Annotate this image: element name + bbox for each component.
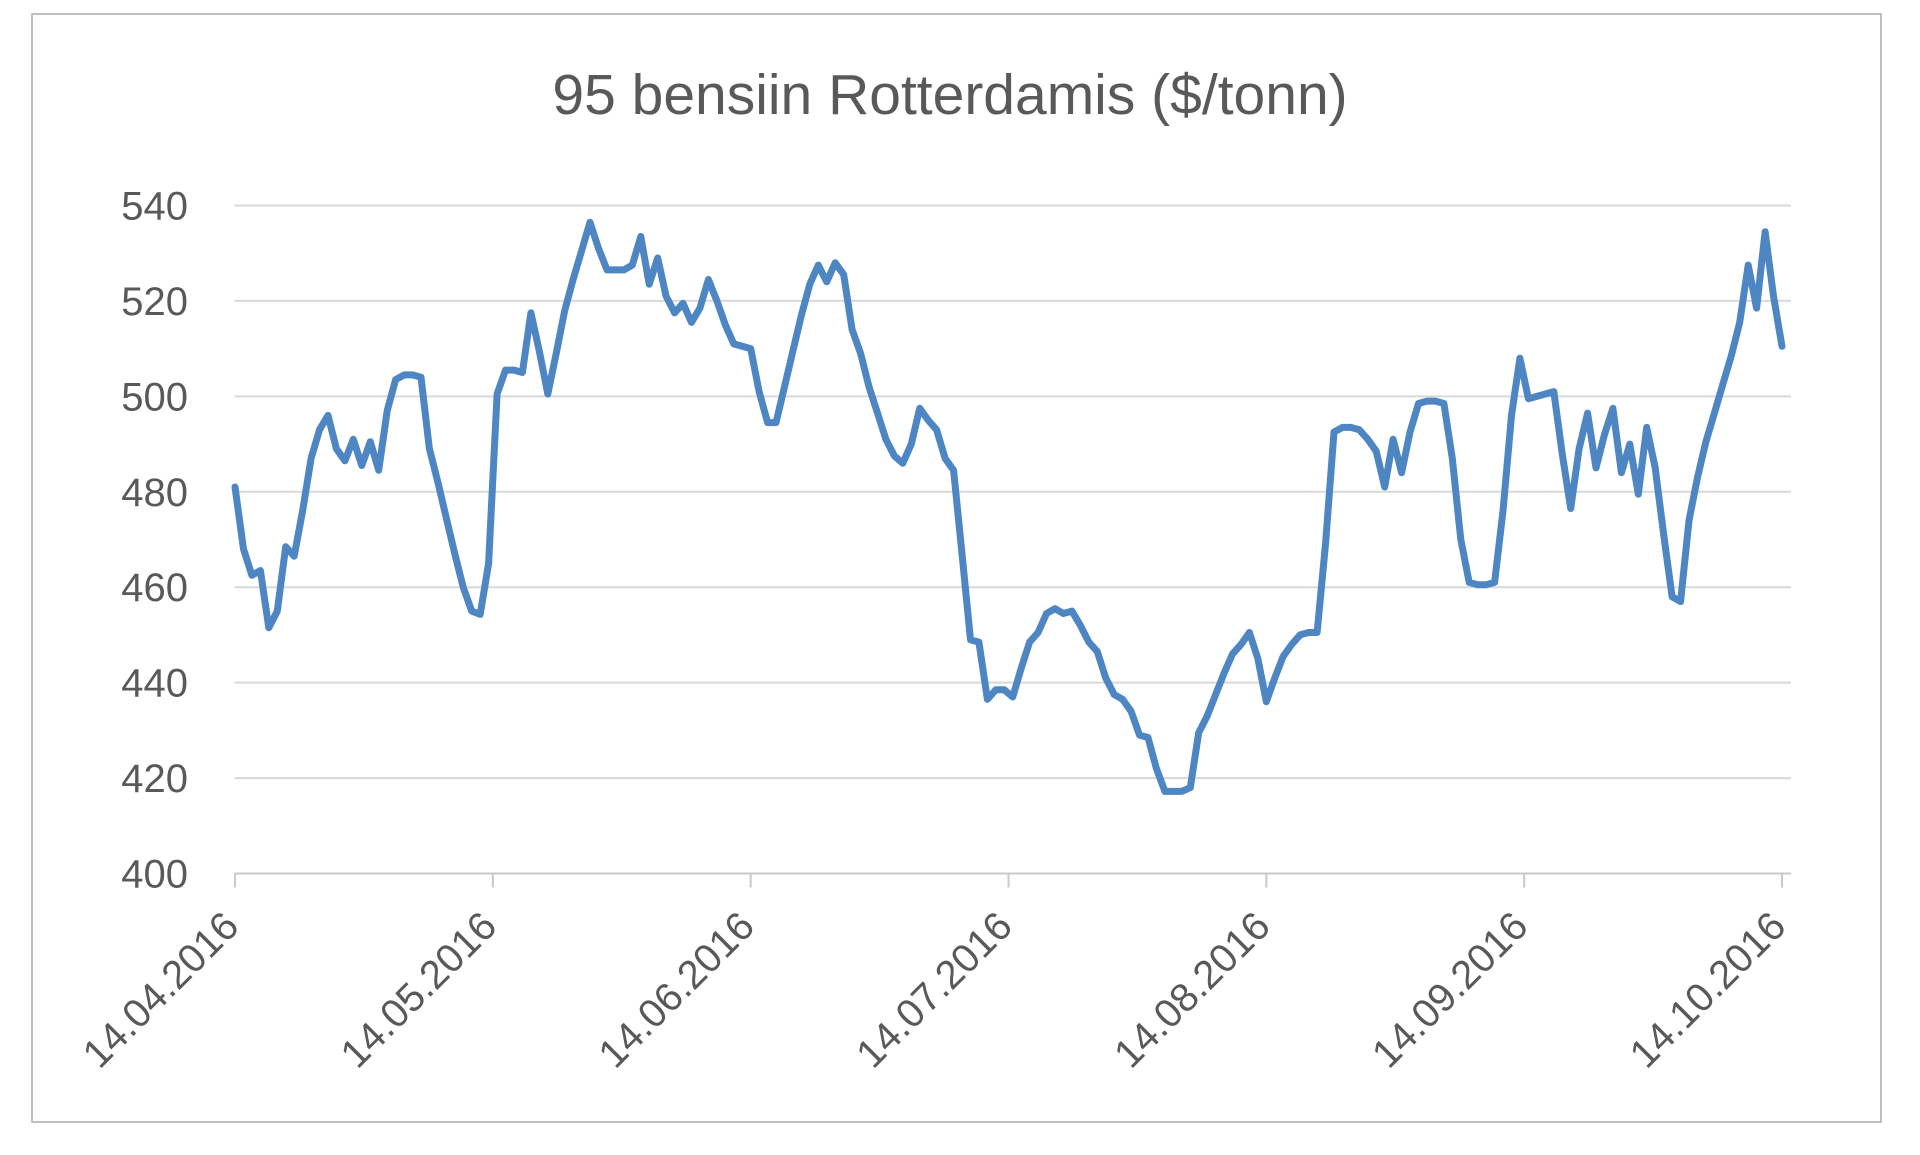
chart-title: 95 bensiin Rotterdamis ($/tonn)	[552, 63, 1347, 127]
price-series-line	[231, 218, 1786, 795]
y-axis-labels-group: 540 520 500 480 460 440 420 400	[121, 185, 188, 897]
x-axis-tick-label: 14.08.2016	[1106, 904, 1279, 1077]
y-axis-tick-label: 500	[121, 375, 188, 419]
y-axis-tick-label: 420	[121, 757, 188, 801]
x-axis-tick-label: 14.07.2016	[848, 904, 1021, 1077]
gridlines-group	[234, 204, 1791, 875]
x-axis-tick-label: 14.10.2016	[1622, 904, 1795, 1077]
chart-frame: 540 520 500 480 460 440 420 400 14.04.2016 14.05…	[31, 13, 1882, 1123]
x-axis-tick-label: 14.05.2016	[333, 904, 506, 1077]
y-axis-tick-label: 440	[121, 662, 188, 706]
y-axis-tick-label: 400	[121, 853, 188, 897]
series-group	[231, 218, 1786, 795]
x-axis-tick-label: 14.06.2016	[590, 904, 763, 1077]
x-axis-tick-label: 14.04.2016	[75, 904, 248, 1077]
y-axis-tick-label: 520	[121, 280, 188, 324]
y-axis-tick-label: 460	[121, 566, 188, 610]
y-axis-tick-label: 540	[121, 185, 188, 229]
x-axis-tick-label: 14.09.2016	[1364, 904, 1537, 1077]
y-axis-tick-label: 480	[121, 471, 188, 515]
x-axis-group: 14.04.2016 14.05.2016 14.06.2016 14.07.2016…	[75, 873, 1795, 1077]
price-line-chart: 540 520 500 480 460 440 420 400 14.04.2016 14.05…	[75, 63, 1795, 1077]
